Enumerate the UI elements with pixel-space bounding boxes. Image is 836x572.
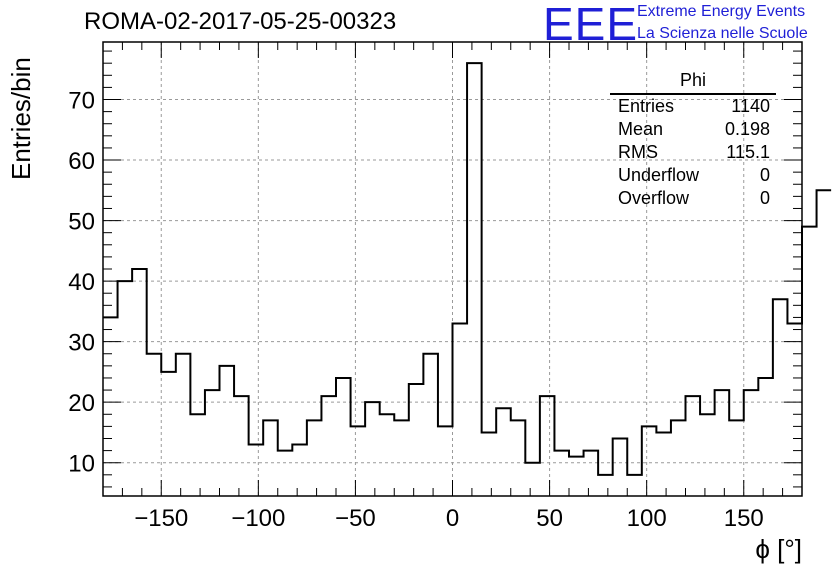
stats-label: Underflow bbox=[618, 165, 700, 185]
histogram-bin bbox=[423, 354, 438, 496]
histogram-line bbox=[103, 62, 832, 476]
histogram-bin bbox=[729, 420, 744, 496]
stats-value: 0.198 bbox=[724, 119, 770, 139]
x-tick-label: 50 bbox=[536, 505, 563, 532]
histogram-bin bbox=[671, 420, 686, 496]
histogram-bin bbox=[307, 420, 322, 496]
histogram-bin bbox=[249, 445, 264, 496]
x-tick-label: 150 bbox=[724, 505, 764, 532]
stats-row-entries: Entries 1140 bbox=[610, 95, 776, 118]
stats-row-underflow: Underflow 0 bbox=[610, 164, 776, 187]
histogram-bin bbox=[613, 438, 628, 496]
histogram-bin bbox=[336, 378, 351, 496]
histogram-bin bbox=[525, 463, 540, 496]
histogram-bin bbox=[700, 414, 715, 496]
eee-logo: EEE bbox=[543, 0, 639, 50]
histogram-bin bbox=[394, 420, 409, 496]
histogram-bin bbox=[321, 396, 336, 496]
stats-label: RMS bbox=[618, 142, 658, 162]
stats-label: Overflow bbox=[618, 188, 690, 208]
histogram-bin bbox=[351, 426, 366, 496]
histogram-bin bbox=[453, 323, 468, 496]
stats-row-overflow: Overflow 0 bbox=[610, 187, 776, 210]
histogram-bin bbox=[438, 426, 453, 496]
histogram-bin bbox=[132, 269, 147, 496]
histogram-bin bbox=[540, 396, 555, 496]
histogram-series bbox=[103, 62, 832, 496]
x-tick-label: 100 bbox=[627, 505, 667, 532]
histogram-bin bbox=[482, 432, 497, 496]
stats-value: 0 bbox=[759, 188, 770, 208]
histogram-bin bbox=[773, 299, 788, 496]
stats-row-rms: RMS 115.1 bbox=[610, 141, 776, 164]
histogram-bin bbox=[147, 354, 162, 496]
histogram-bin bbox=[715, 390, 730, 496]
logo-line-2: La Scienza nelle Scuole bbox=[637, 25, 808, 42]
histogram-bin bbox=[656, 432, 671, 496]
y-tick-label: 40 bbox=[68, 269, 95, 296]
x-tick-label: −100 bbox=[231, 505, 285, 532]
histogram-bin bbox=[787, 323, 802, 496]
x-axis-label: ϕ [°] bbox=[755, 534, 802, 564]
y-tick-label: 20 bbox=[68, 390, 95, 417]
histogram-bin bbox=[409, 384, 424, 496]
histogram-bin bbox=[103, 317, 118, 496]
histogram-bin bbox=[758, 378, 773, 496]
stats-value: 1140 bbox=[731, 96, 770, 116]
chart-title: ROMA-02-2017-05-25-00323 bbox=[84, 8, 397, 35]
stats-label: Mean bbox=[618, 119, 664, 139]
logo-line-1: Extreme Energy Events bbox=[637, 3, 806, 20]
histogram-bin bbox=[817, 190, 832, 496]
y-tick-label: 30 bbox=[68, 330, 95, 357]
stats-row-mean: Mean 0.198 bbox=[610, 118, 776, 141]
axis-ticks bbox=[102, 42, 803, 496]
histogram-bin bbox=[234, 396, 249, 496]
histogram-bin bbox=[686, 396, 701, 496]
histogram-bin bbox=[278, 451, 293, 496]
histogram-bin bbox=[190, 414, 205, 496]
stats-value: 115.1 bbox=[726, 142, 770, 162]
histogram-bin bbox=[118, 281, 133, 496]
stats-value: 0 bbox=[759, 165, 770, 185]
stats-label: Entries bbox=[618, 96, 675, 116]
x-tick-label: −150 bbox=[134, 505, 188, 532]
x-tick-label: −50 bbox=[335, 505, 376, 532]
histogram-bin bbox=[292, 445, 307, 496]
stats-box: Phi Entries 1140 Mean 0.198 RMS 115.1 Un… bbox=[610, 70, 776, 210]
histogram-bin bbox=[220, 366, 235, 496]
y-axis-label: Entries/bin bbox=[6, 57, 36, 180]
histogram-bin bbox=[627, 475, 642, 496]
x-tick-label: 0 bbox=[446, 505, 459, 532]
histogram-bin bbox=[496, 408, 511, 496]
histogram-bin bbox=[205, 390, 220, 496]
histogram-bin bbox=[161, 372, 176, 496]
y-tick-label: 70 bbox=[68, 88, 95, 115]
tick-labels: −150 −100 −50 0 50 100 150 10 20 30 40 50 60 70 bbox=[68, 88, 763, 532]
histogram-bin bbox=[642, 426, 657, 496]
histogram-bin bbox=[365, 402, 380, 496]
histogram-bin bbox=[569, 457, 584, 496]
histogram-bin bbox=[263, 420, 278, 496]
histogram-bin bbox=[380, 414, 395, 496]
stats-histogram-name: Phi bbox=[610, 70, 776, 95]
histogram-bin bbox=[554, 451, 569, 496]
histogram-bin bbox=[511, 420, 526, 496]
histogram-bin bbox=[802, 227, 817, 496]
y-tick-label: 50 bbox=[68, 209, 95, 236]
y-tick-label: 60 bbox=[68, 148, 95, 175]
histogram-bin bbox=[744, 390, 759, 496]
histogram-bin bbox=[467, 63, 482, 496]
y-tick-label: 10 bbox=[68, 451, 95, 478]
histogram-bin bbox=[176, 354, 191, 496]
histogram-bin bbox=[584, 451, 599, 496]
histogram-bin bbox=[598, 475, 613, 496]
